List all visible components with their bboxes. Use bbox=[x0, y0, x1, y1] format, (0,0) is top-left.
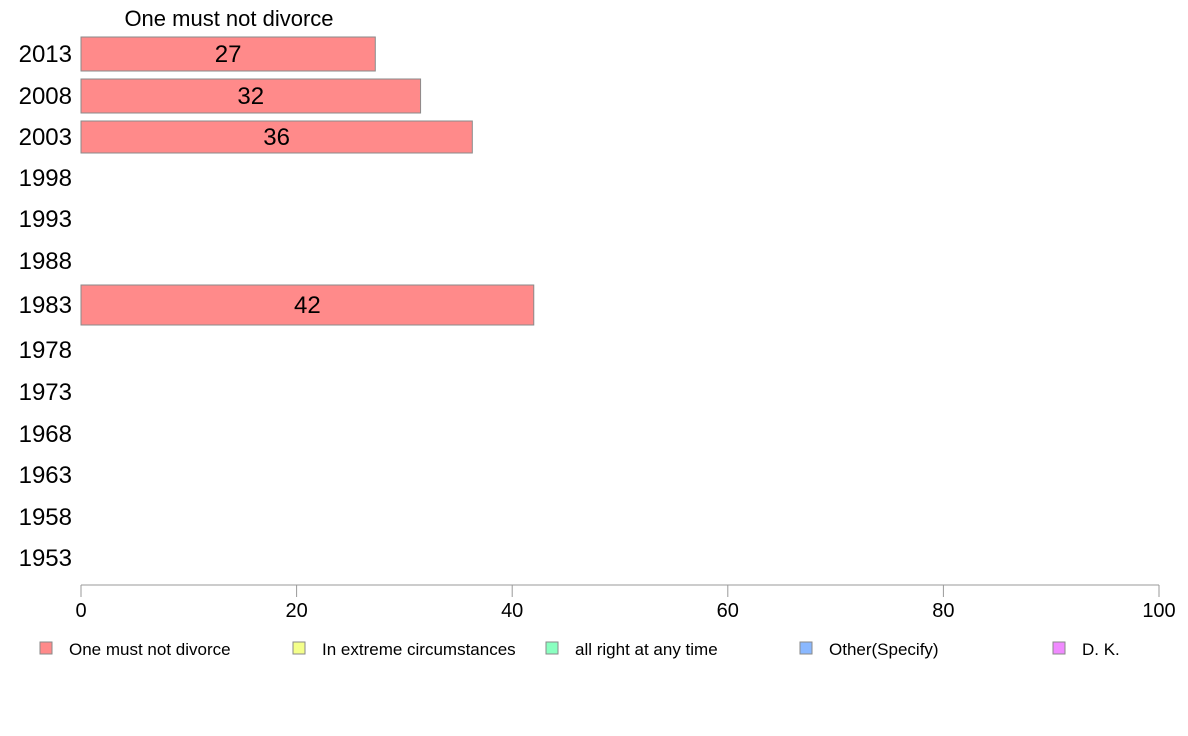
legend-swatch bbox=[39, 641, 53, 655]
bar bbox=[80, 120, 473, 154]
bar bbox=[80, 78, 422, 114]
x-tick-label: 80 bbox=[932, 600, 954, 622]
y-tick-label: 1993 bbox=[19, 206, 72, 233]
legend-label: One must not divorce bbox=[69, 640, 231, 659]
y-tick-label: 2003 bbox=[19, 124, 72, 151]
legend-swatch bbox=[1052, 641, 1066, 655]
y-tick-label: 1973 bbox=[19, 379, 72, 406]
y-tick-label: 1988 bbox=[19, 248, 72, 275]
y-tick-label: 1978 bbox=[19, 337, 72, 364]
legend-label: D. K. bbox=[1082, 640, 1120, 659]
bar bbox=[80, 284, 535, 326]
chart-title: One must not divorce bbox=[124, 6, 333, 31]
x-tick-label: 100 bbox=[1142, 600, 1175, 622]
x-tick-label: 20 bbox=[285, 600, 307, 622]
bar bbox=[80, 36, 376, 72]
bars-layer: 27 32 36 42 bbox=[80, 36, 535, 326]
legend-swatch bbox=[545, 641, 559, 655]
legend-label: all right at any time bbox=[575, 640, 718, 659]
data-label: 27 bbox=[215, 41, 242, 68]
x-tick-label: 0 bbox=[75, 600, 86, 622]
y-tick-label: 1998 bbox=[19, 165, 72, 192]
data-label: 32 bbox=[237, 83, 264, 110]
y-tick-label: 1983 bbox=[19, 292, 72, 319]
y-tick-label: 2008 bbox=[19, 83, 72, 110]
legend: One must not divorce In extreme circumsta… bbox=[39, 640, 1120, 659]
x-tick-label: 60 bbox=[717, 600, 739, 622]
y-axis-labels: 2013 2008 2003 1998 1993 1988 1983 1978 1973 1968… bbox=[19, 41, 72, 572]
legend-swatch bbox=[799, 641, 813, 655]
legend-label: Other(Specify) bbox=[829, 640, 939, 659]
y-tick-label: 1958 bbox=[19, 504, 72, 531]
data-label: 36 bbox=[263, 124, 290, 151]
legend-swatch bbox=[292, 641, 306, 655]
y-tick-label: 2013 bbox=[19, 41, 72, 68]
y-tick-label: 1963 bbox=[19, 462, 72, 489]
x-tick-label: 40 bbox=[501, 600, 523, 622]
y-tick-label: 1953 bbox=[19, 545, 72, 572]
y-tick-label: 1968 bbox=[19, 421, 72, 448]
data-label: 42 bbox=[294, 292, 321, 319]
x-axis: 0 20 40 60 80 100 bbox=[75, 585, 1176, 622]
legend-label: In extreme circumstances bbox=[322, 640, 516, 659]
